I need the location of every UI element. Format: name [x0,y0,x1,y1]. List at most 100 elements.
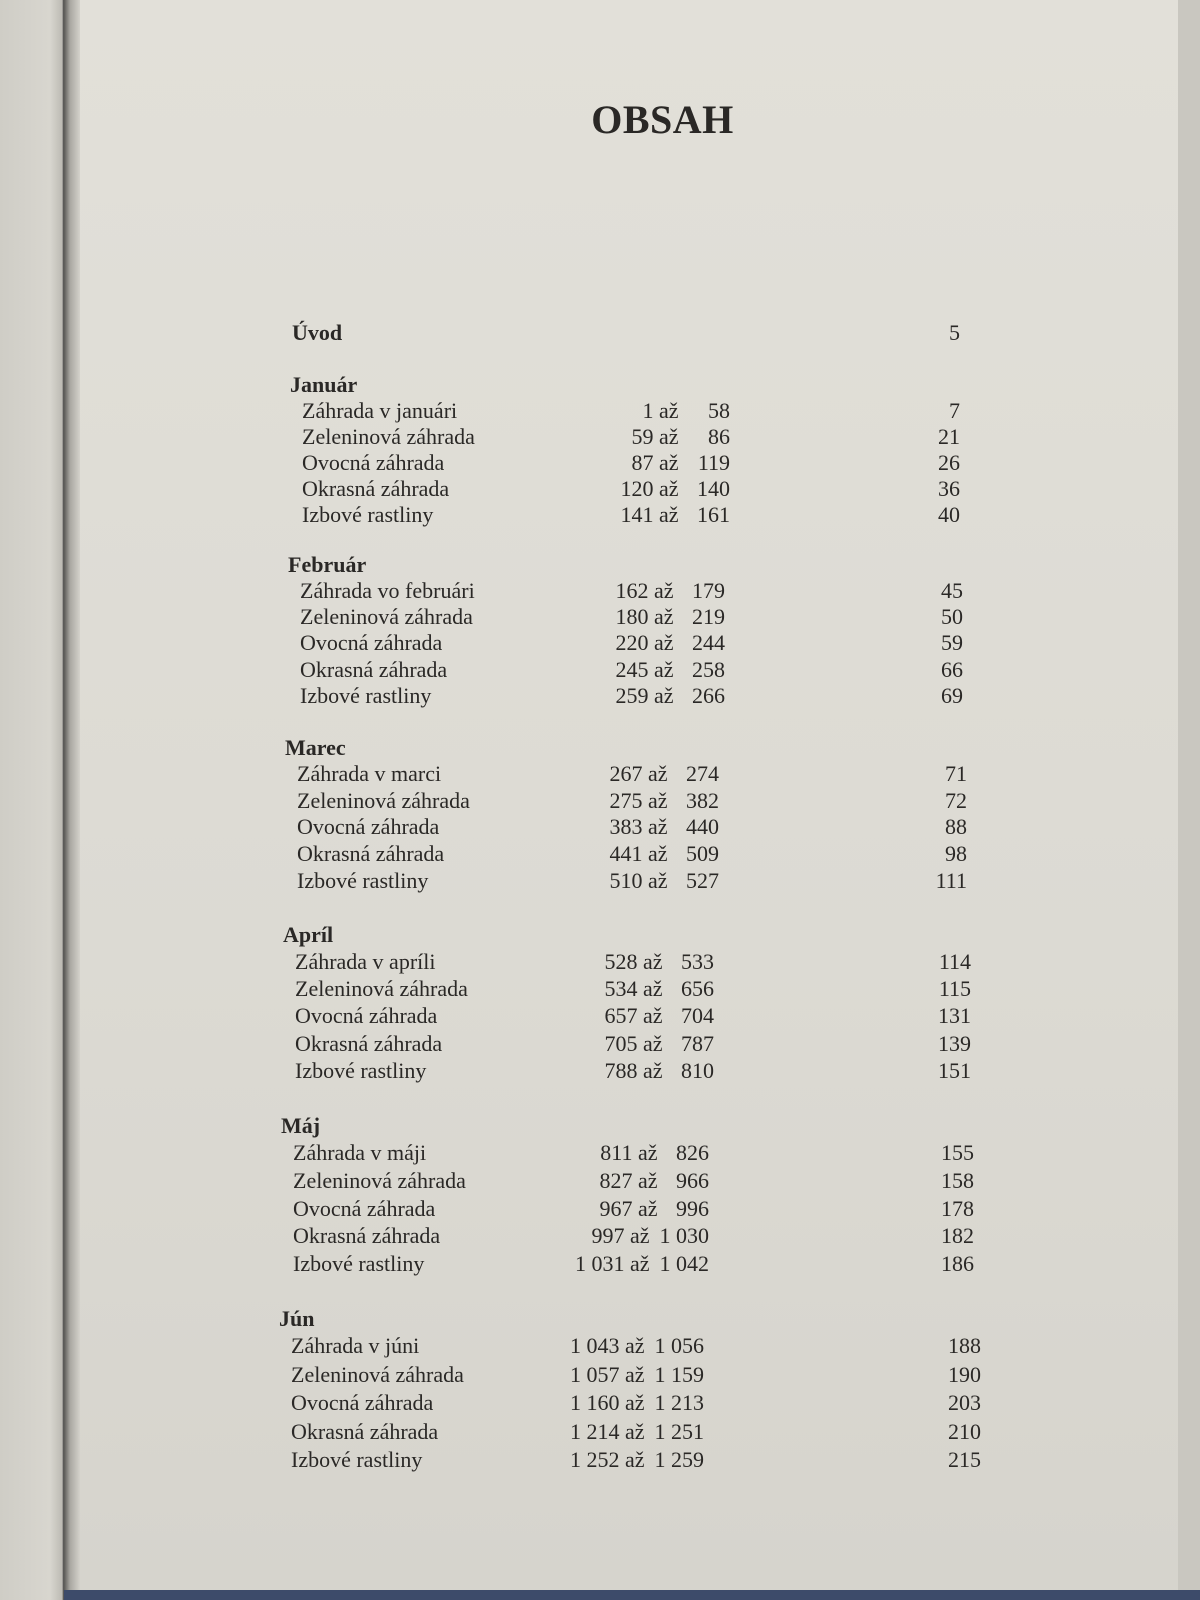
toc-entry-range: 220 až 244 [615,630,725,656]
range-to: 509 [686,841,719,867]
toc-entry: Zeleninová záhrada 1 057 až 1 159 190 [279,1361,981,1390]
range-to: 656 [681,976,714,1002]
toc-entry-range: 59 až 86 [631,424,730,450]
toc-entry-page: 66 [941,656,963,682]
toc-entry-label: Zeleninová záhrada [297,787,470,813]
toc-entry-range: 275 až 382 [609,788,719,815]
toc-entry-range: 259 až 266 [615,683,725,709]
book-page [80,0,1180,1590]
toc-entry-label: Okrasná záhrada [302,476,450,501]
toc-entry-page: 186 [941,1251,974,1277]
range-separator: až [642,1003,663,1029]
range-to: 1 251 [654,1418,705,1444]
toc-entry: Záhrada v apríli 528 až 533 114 [283,948,971,975]
toc-entry-range: 1 214 až 1 251 [570,1418,704,1447]
range-from: 1 057 [569,1361,620,1387]
range-separator: až [629,1251,650,1277]
range-separator: až [647,787,668,813]
book-spine-left-page [0,0,64,1600]
toc-section-heading: Marec [285,735,346,760]
toc-entry: Izbové rastliny 510 až 527 111 [285,868,967,895]
range-to: 1 056 [654,1333,705,1358]
toc-entry-label: Záhrada v apríli [295,949,436,974]
range-from: 528 [604,949,638,974]
toc-entry-range: 657 až 704 [604,1002,714,1029]
toc-entry-label: Izbové rastliny [291,1447,423,1472]
toc-entry-label: Ovocná záhrada [297,814,440,840]
toc-entry: Okrasná záhrada 120 až 140 36 [290,476,960,502]
range-separator: až [658,398,679,423]
toc-entry-page: 111 [935,867,967,893]
page-edge [1178,0,1200,1600]
toc-entry-page: 190 [948,1361,981,1387]
toc-section-heading: Január [290,372,358,397]
toc-entry: Zeleninová záhrada 275 až 382 72 [285,788,967,815]
toc-entry: Zeleninová záhrada 59 až 86 21 [290,424,960,450]
toc-entry: Ovocná záhrada 87 až 119 26 [290,450,960,476]
toc-entry: Záhrada vo februári 162 až 179 45 [288,578,963,604]
toc-entry-label: Izbové rastliny [300,682,432,708]
range-from: 220 [615,630,649,656]
toc-entry: Zeleninová záhrada 180 až 219 50 [288,604,963,630]
range-to: 119 [697,450,730,475]
range-to: 274 [686,761,719,786]
range-from: 162 [615,578,649,603]
range-to: 1 259 [654,1447,705,1472]
toc-section-heading: Február [288,552,367,577]
range-separator: až [647,841,668,867]
toc-entry-range: 180 až 219 [615,604,725,630]
toc-intro-page: 5 [949,320,960,345]
toc-entry-page: 139 [938,1030,971,1056]
range-from: 827 [599,1167,633,1193]
toc-entry: Zeleninová záhrada 827 až 966 158 [281,1167,974,1195]
page-gutter [64,0,80,1600]
toc-entry-label: Záhrada v júni [291,1333,420,1358]
range-from: 267 [609,761,643,786]
toc-entry-label: Izbové rastliny [293,1251,425,1277]
range-from: 1 214 [569,1418,620,1444]
toc-entry-page: 115 [938,976,971,1002]
toc-entry-label: Izbové rastliny [295,1057,427,1083]
toc-entry-range: 1 160 až 1 213 [570,1389,704,1418]
toc-entry: Ovocná záhrada 220 až 244 59 [288,630,963,656]
range-to: 1 159 [654,1361,705,1387]
range-separator: až [658,502,679,527]
toc-entry-label: Ovocná záhrada [293,1195,436,1221]
page-title: OBSAH [591,97,734,142]
toc-entry-label: Zeleninová záhrada [295,976,468,1002]
toc-entry-range: 441 až 509 [609,841,719,868]
range-to: 219 [692,604,725,630]
range-separator: až [624,1418,645,1444]
range-separator: až [642,1057,663,1083]
toc-entry-label: Izbové rastliny [297,867,429,893]
toc-entry-label: Záhrada vo februári [300,578,475,603]
toc-entry-page: 45 [941,578,963,603]
range-separator: až [637,1195,658,1221]
toc-entry-label: Záhrada v marci [297,761,442,786]
toc-section-heading: Apríl [283,922,334,947]
toc-entry-page: 215 [948,1447,981,1472]
toc-entry-page: 182 [941,1223,974,1249]
toc-section: Marec Záhrada v marci 267 až 274 71 Zele… [285,735,967,894]
toc-entry-page: 178 [941,1195,974,1221]
toc-entry: Izbové rastliny 259 až 266 69 [288,683,963,709]
range-to: 440 [686,814,719,840]
range-to: 966 [676,1167,709,1193]
range-to: 58 [708,398,730,423]
toc-entry-page: 69 [941,682,963,708]
toc-entry-page: 40 [938,502,960,527]
range-from: 811 [600,1140,633,1165]
toc-entry-range: 267 až 274 [609,761,719,788]
range-to: 266 [692,682,725,708]
book-cover-edge [64,1590,1200,1600]
range-from: 180 [615,604,649,630]
range-from: 1 [642,398,654,423]
toc-entry-range: 1 057 až 1 159 [570,1361,704,1390]
toc-entry-label: Zeleninová záhrada [293,1167,466,1193]
toc-entry-page: 50 [941,604,963,630]
toc-entry-page: 59 [941,630,963,656]
toc-entry-range: 528 až 533 [604,948,714,975]
toc-entry-label: Záhrada v máji [293,1140,427,1165]
range-from: 534 [604,976,638,1002]
range-separator: až [642,949,663,974]
